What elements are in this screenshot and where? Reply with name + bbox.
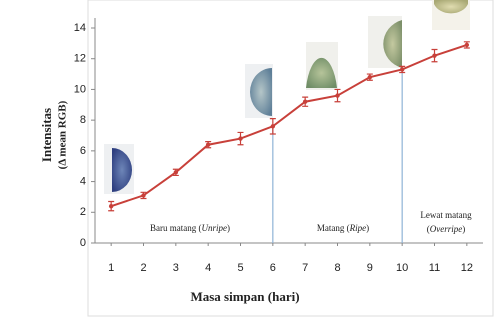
- y-tick-label: 2: [80, 206, 86, 218]
- x-tick-label: 7: [302, 262, 308, 274]
- fruit-images: [104, 0, 470, 194]
- y-tick-label: 12: [74, 53, 86, 65]
- y-tick-label: 0: [80, 237, 86, 249]
- annotation-part: Baru matang (: [150, 223, 201, 233]
- annotation-part: Unripe: [201, 223, 227, 233]
- x-axis-label: Masa simpan (hari): [190, 289, 299, 304]
- x-tick-label: 10: [396, 262, 408, 274]
- y-tick-label: 4: [80, 175, 86, 187]
- y-axis-label: Intensitas: [39, 108, 54, 162]
- x-tick-label: 12: [461, 262, 473, 274]
- point: [368, 75, 372, 79]
- point: [271, 124, 275, 128]
- point: [174, 170, 178, 174]
- annotation-part: ): [227, 223, 230, 233]
- y-tick-label: 8: [80, 114, 86, 126]
- point: [400, 67, 404, 71]
- annotation: Matang (Ripe): [317, 223, 369, 233]
- point: [465, 43, 469, 47]
- y-tick-label: 14: [74, 22, 86, 34]
- annotation-part: Ripe: [349, 223, 367, 233]
- annotation: Lewat matang: [420, 210, 472, 220]
- annotation-part: Lewat matang: [420, 210, 472, 220]
- y-tick-label: 6: [80, 145, 86, 157]
- x-tick-label: 4: [205, 262, 211, 274]
- y-axis-label: (Δ mean RGB): [57, 100, 69, 169]
- series-line: [111, 45, 467, 206]
- point: [109, 204, 113, 208]
- point: [335, 93, 339, 97]
- y-axis-label-group: Intensitas (Δ mean RGB): [39, 100, 69, 169]
- annotation: (Overripe): [427, 224, 466, 234]
- x-tick-label: 11: [429, 262, 440, 274]
- point: [141, 193, 145, 197]
- annotation-part: ): [366, 223, 369, 233]
- x-tick-label: 8: [334, 262, 340, 274]
- point: [206, 143, 210, 147]
- point: [432, 53, 436, 57]
- x-tick-label: 9: [367, 262, 373, 274]
- annotation: Baru matang (Unripe): [150, 223, 230, 233]
- x-tick-label: 5: [237, 262, 243, 274]
- x-tick-label: 1: [108, 262, 114, 274]
- y-tick-label: 10: [74, 83, 86, 95]
- chart: Masa simpan (hari) Intensitas (Δ mean RG…: [0, 0, 494, 318]
- x-tick-label: 3: [173, 262, 179, 274]
- annotation-part: ): [462, 224, 465, 234]
- point: [303, 100, 307, 104]
- point: [238, 136, 242, 140]
- annotation-part: Overripe: [430, 224, 463, 234]
- x-tick-label: 6: [270, 262, 276, 274]
- x-tick-label: 2: [140, 262, 146, 274]
- annotation-part: Matang (: [317, 223, 350, 233]
